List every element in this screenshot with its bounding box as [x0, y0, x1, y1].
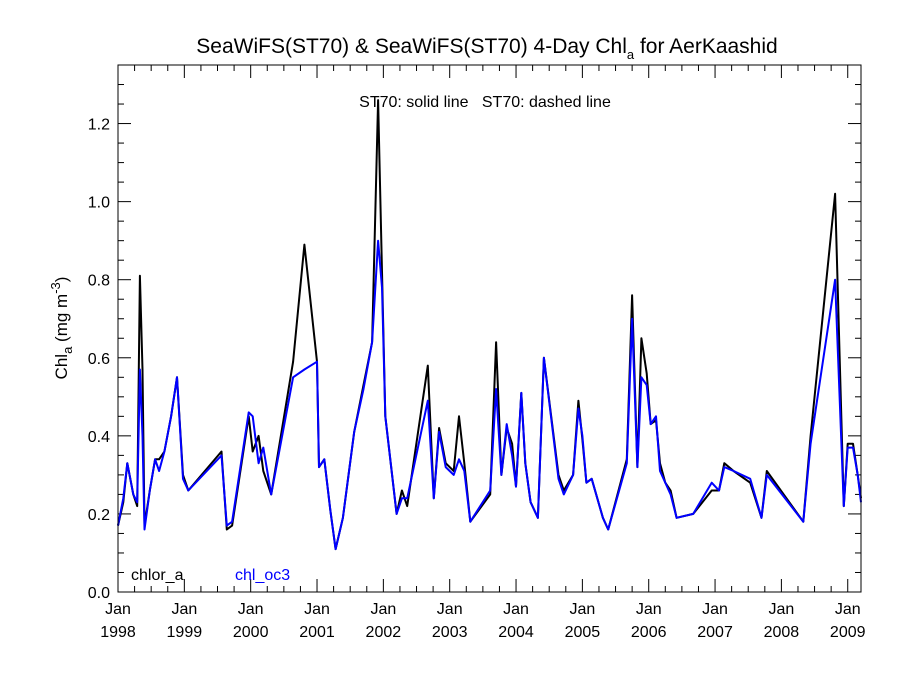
x-tick-label-month: Jan [105, 601, 131, 618]
x-tick-label-month: Jan [768, 601, 794, 618]
x-tick-label-year: 2003 [432, 624, 468, 641]
y-tick-label: 0.2 [88, 507, 110, 524]
x-tick-label-month: Jan [835, 601, 861, 618]
legend-entry-chl-oc3: chl_oc3 [235, 567, 290, 584]
x-tick-label-month: Jan [437, 601, 463, 618]
y-axis-label-subscript: a [60, 346, 75, 354]
x-tick-label-year: 2004 [498, 624, 534, 641]
x-tick-label-year: 2007 [697, 624, 733, 641]
x-tick-label-year: 2002 [366, 624, 402, 641]
y-axis-label-prefix: Chl [52, 354, 71, 380]
chart-title: SeaWiFS(ST70) & SeaWiFS(ST70) 4-Day Chla… [196, 35, 777, 62]
x-tick-label-month: Jan [304, 601, 330, 618]
chart-title-subscript: a [627, 47, 635, 62]
x-tick-label-month: Jan [503, 601, 529, 618]
y-axis-label-suffix: ) [52, 277, 71, 283]
axis-ticks [117, 65, 861, 593]
x-tick-label-year: 2005 [565, 624, 601, 641]
series-line-chl-oc3 [117, 239, 862, 551]
x-tick-label-year: 2001 [299, 624, 335, 641]
x-tick-label-month: Jan [702, 601, 728, 618]
chart-title-suffix: for AerKaashid [634, 35, 778, 58]
series-layer [117, 99, 862, 551]
x-tick-label-month: Jan [171, 601, 197, 618]
chart-title-prefix: SeaWiFS(ST70) & SeaWiFS(ST70) 4-Day Chl [196, 35, 627, 58]
series-line-chlor-a [117, 99, 862, 551]
y-axis-label: Chla (mg m-3) [48, 277, 75, 380]
y-axis-label-superscript: -3 [48, 282, 63, 294]
x-tick-label-year: 2006 [631, 624, 667, 641]
y-axis-label-middle: (mg m [52, 294, 71, 347]
axis-tick-labels: 0.0 0.2 0.4 0.6 0.8 1.0 1.2 Jan 1998 Jan 1999 Jan 20… [88, 117, 866, 641]
x-tick-label-year: 1998 [100, 624, 136, 641]
line-style-annotation: ST70: solid line ST70: dashed line [359, 94, 611, 111]
y-tick-label: 0.4 [88, 429, 110, 446]
y-tick-label: 0.6 [88, 351, 110, 368]
x-tick-label-month: Jan [238, 601, 264, 618]
y-tick-label: 1.0 [88, 195, 110, 212]
plot-frame [117, 64, 862, 593]
legend-entry-chlor-a: chlor_a [131, 567, 184, 584]
x-tick-label-year: 2009 [830, 624, 866, 641]
x-tick-label-month: Jan [370, 601, 396, 618]
x-tick-label-year: 2008 [764, 624, 800, 641]
y-tick-label: 1.2 [88, 117, 110, 134]
x-tick-label-year: 1999 [167, 624, 203, 641]
y-tick-label: 0.0 [88, 585, 110, 602]
y-tick-label: 0.8 [88, 273, 110, 290]
x-tick-label-month: Jan [569, 601, 595, 618]
x-tick-label-month: Jan [636, 601, 662, 618]
x-tick-label-year: 2000 [233, 624, 269, 641]
